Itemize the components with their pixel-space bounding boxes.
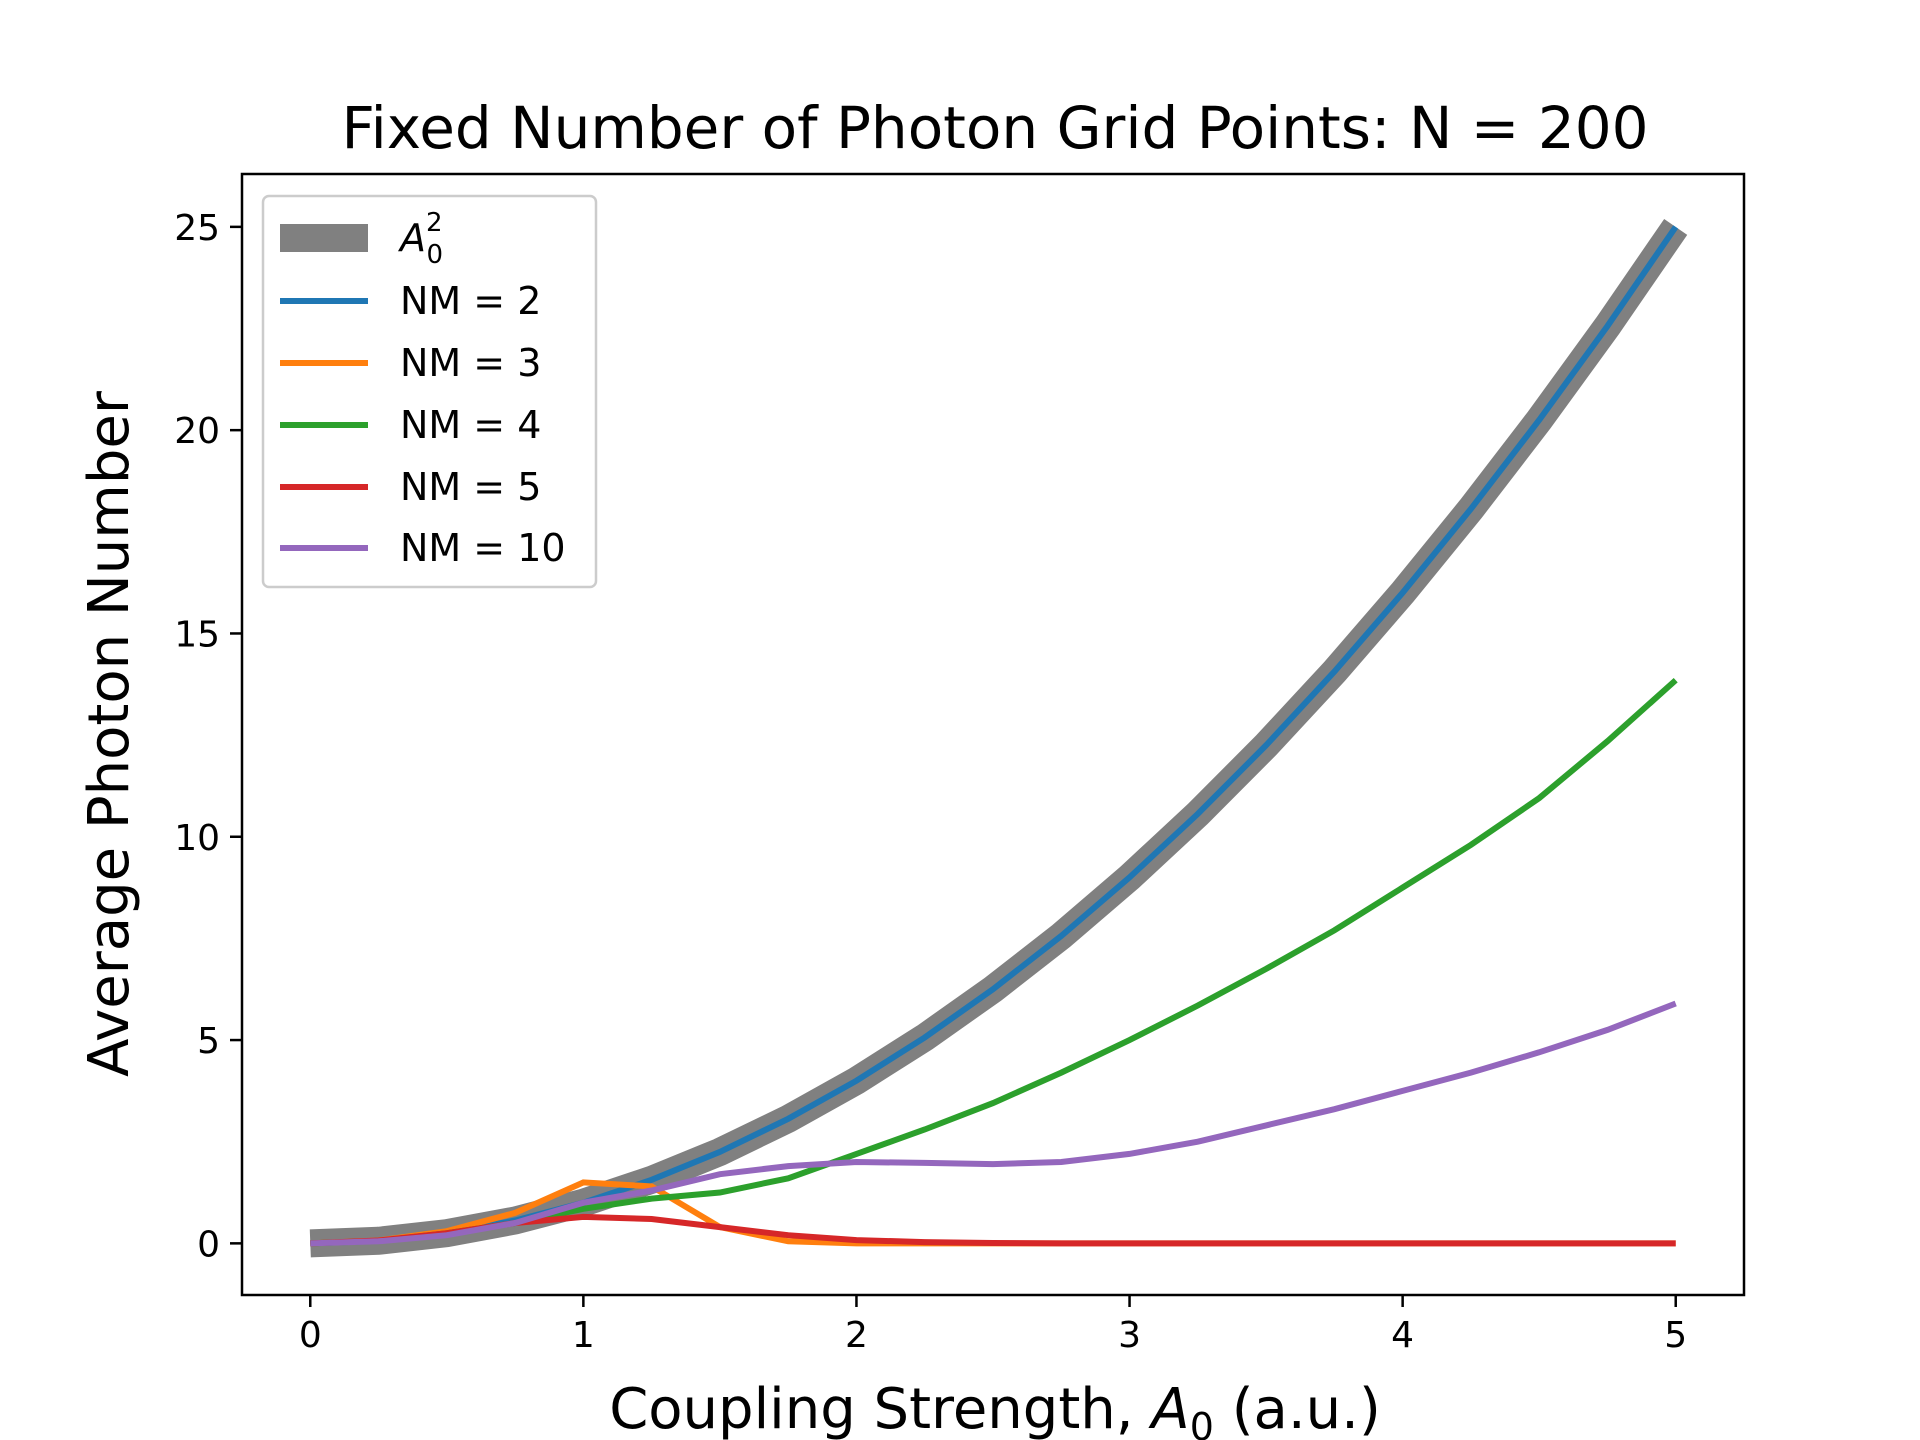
y-axis-ticks: 0 5 10 15 20 25 <box>174 208 242 1265</box>
y-tick-label: 15 <box>174 614 220 655</box>
y-tick-label: 10 <box>174 818 220 859</box>
legend-label: A2 0 <box>397 208 443 270</box>
y-tick-label: 25 <box>174 208 220 249</box>
x-tick-label: 1 <box>572 1315 595 1356</box>
y-tick-label: 5 <box>197 1021 220 1062</box>
x-axis-label-text: Coupling Strength, <box>609 1377 1151 1440</box>
x-tick-label: 2 <box>845 1315 868 1356</box>
x-axis-label-unit: (a.u.) <box>1214 1377 1381 1440</box>
x-tick-label: 3 <box>1118 1315 1141 1356</box>
series-layer <box>309 218 1688 1258</box>
y-tick-label: 20 <box>174 411 220 452</box>
series-line-nm-5 <box>310 1213 1676 1247</box>
y-axis-label: Average Photon Number <box>77 390 142 1077</box>
legend-symbol: A <box>397 216 426 260</box>
x-axis-label-subscript: 0 <box>1190 1405 1214 1440</box>
x-tick-label: 0 <box>299 1315 322 1356</box>
legend-superscript: 2 <box>426 208 443 238</box>
legend-label: NM = 3 <box>400 341 541 385</box>
x-axis-ticks: 0 1 2 3 4 5 <box>299 1295 1687 1356</box>
x-tick-label: 5 <box>1664 1315 1687 1356</box>
legend-label: NM = 2 <box>400 279 541 323</box>
legend-subscript: 0 <box>427 240 444 270</box>
y-tick-label: 0 <box>197 1224 220 1265</box>
x-axis-label-symbol: A <box>1148 1377 1189 1440</box>
legend: A2 0 NM = 2 NM = 3 NM = 4 NM = 5 NM = 10 <box>261 194 598 589</box>
legend-label: NM = 4 <box>400 403 541 447</box>
series-line-nm-10 <box>310 1000 1677 1247</box>
legend-label: NM = 5 <box>400 465 541 509</box>
plot-frame <box>240 172 1746 1297</box>
chart-title: Fixed Number of Photon Grid Points: N = … <box>341 94 1648 162</box>
x-tick-label: 4 <box>1391 1315 1414 1356</box>
x-axis-label: Coupling Strength, A0 (a.u.) <box>609 1377 1381 1440</box>
legend-label: NM = 10 <box>400 526 566 570</box>
